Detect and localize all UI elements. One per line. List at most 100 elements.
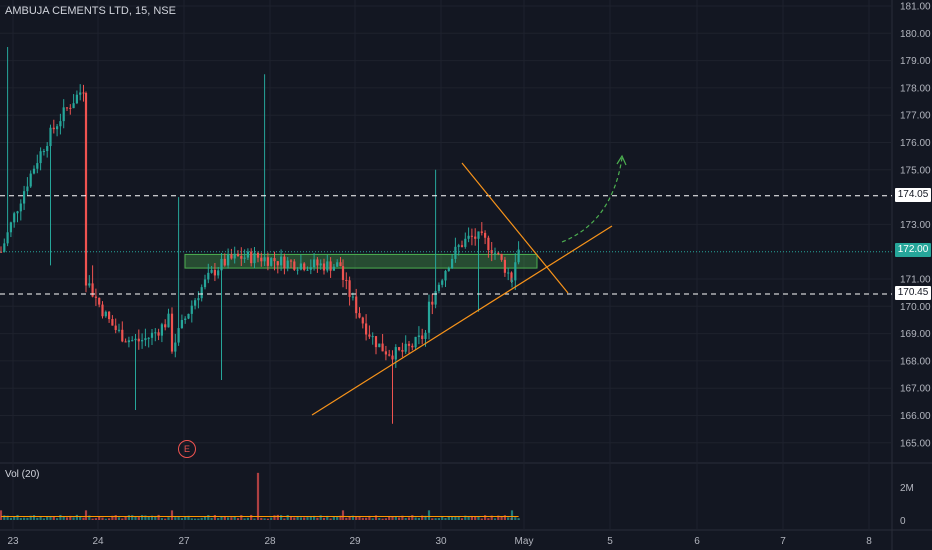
volume-bar — [414, 517, 417, 520]
volume-bar — [147, 516, 150, 520]
candle-body — [470, 235, 473, 237]
symbol-title[interactable]: AMBUJA CEMENTS LTD, 15, NSE — [5, 5, 176, 17]
candle-body — [368, 334, 371, 337]
volume-bar — [94, 518, 97, 520]
candle-body — [180, 320, 183, 329]
price-tick-label: 171.00 — [900, 275, 931, 286]
candle-body — [417, 335, 420, 337]
candle-body — [174, 342, 177, 352]
candle-body — [217, 270, 220, 276]
price-tick-label: 168.00 — [900, 356, 931, 367]
volume-bar — [503, 515, 506, 520]
volume-bar — [477, 516, 480, 520]
candle-body — [493, 252, 497, 254]
volume-bar — [207, 515, 210, 520]
volume-label[interactable]: Vol (20) — [5, 469, 40, 480]
current-price-tag: 172.00 — [895, 243, 931, 257]
candle-body — [114, 325, 117, 330]
candle-body — [82, 92, 85, 94]
volume-bar — [69, 515, 72, 520]
volume-bar — [427, 510, 431, 520]
candle-body — [451, 258, 454, 269]
candle-body — [56, 126, 59, 130]
candle-body — [384, 351, 387, 355]
candle-body — [477, 231, 480, 239]
candle-body — [233, 253, 236, 259]
volume-bar — [444, 518, 447, 520]
candle-body — [42, 151, 45, 153]
price-tick-label: 176.00 — [900, 138, 931, 149]
candle-body — [194, 300, 197, 306]
candle-body — [358, 313, 361, 318]
volume-bar — [32, 515, 36, 520]
candle-body — [339, 262, 342, 267]
volume-bar — [36, 517, 39, 520]
candle-body — [296, 269, 299, 271]
volume-bar — [144, 515, 147, 520]
candle-body — [94, 296, 97, 298]
candle-body — [170, 313, 174, 352]
volume-bar — [213, 514, 216, 520]
volume-bar — [16, 514, 19, 520]
candle-body — [59, 121, 62, 127]
volume-bar — [280, 515, 283, 520]
volume-bar — [451, 516, 454, 520]
candle-body — [431, 301, 434, 305]
volume-bar — [59, 514, 62, 520]
candle-body — [157, 332, 160, 336]
volume-bar — [371, 518, 374, 520]
candle-body — [454, 246, 457, 259]
volume-bar — [417, 517, 420, 520]
candle-body — [381, 343, 384, 352]
candle-body — [507, 272, 510, 274]
volume-bar — [131, 515, 134, 520]
candle-body — [200, 287, 203, 299]
volume-bar — [114, 515, 117, 520]
earnings-badge[interactable]: E — [178, 440, 196, 458]
volume-bar — [84, 510, 88, 520]
candle-body — [187, 313, 190, 319]
candle-body — [46, 146, 49, 152]
candle-body — [256, 252, 260, 258]
candle-body — [150, 332, 154, 338]
candle-body — [223, 258, 226, 266]
candle-body — [273, 258, 276, 262]
projection-arrow-curve — [561, 157, 623, 243]
volume-bar — [394, 516, 397, 520]
candle-body — [394, 347, 397, 360]
candle-body — [464, 238, 467, 247]
volume-bar — [273, 515, 276, 520]
candle-body — [144, 338, 147, 341]
volume-bar — [170, 510, 174, 520]
volume-bar — [56, 518, 59, 520]
candle-body — [253, 252, 256, 264]
volume-bar — [52, 517, 55, 520]
drawing-tools — [0, 154, 892, 416]
candle-body — [167, 313, 170, 328]
volume-bar — [29, 515, 32, 520]
volume-bar — [460, 518, 464, 520]
volume-bar — [329, 518, 332, 520]
descending-trendline — [461, 162, 569, 294]
candle-body — [111, 319, 114, 326]
volume-bar — [220, 515, 223, 520]
volume-bar — [104, 518, 107, 520]
volume-bar — [42, 518, 45, 520]
candle-body — [474, 236, 477, 239]
candle-body — [3, 243, 6, 252]
volume-bar — [326, 515, 329, 520]
candle-body — [213, 269, 216, 276]
volume-bar — [108, 518, 111, 520]
candle-body — [39, 151, 42, 164]
volume-bar — [316, 517, 319, 520]
candle-body — [207, 272, 210, 280]
candle-body — [243, 257, 246, 259]
candle-body — [72, 103, 75, 109]
candle-body — [260, 257, 263, 262]
candle-body — [36, 163, 39, 169]
volume-bar — [117, 517, 121, 520]
candle-body — [26, 186, 29, 192]
candle-body — [246, 251, 249, 258]
volume-bar — [187, 515, 190, 520]
